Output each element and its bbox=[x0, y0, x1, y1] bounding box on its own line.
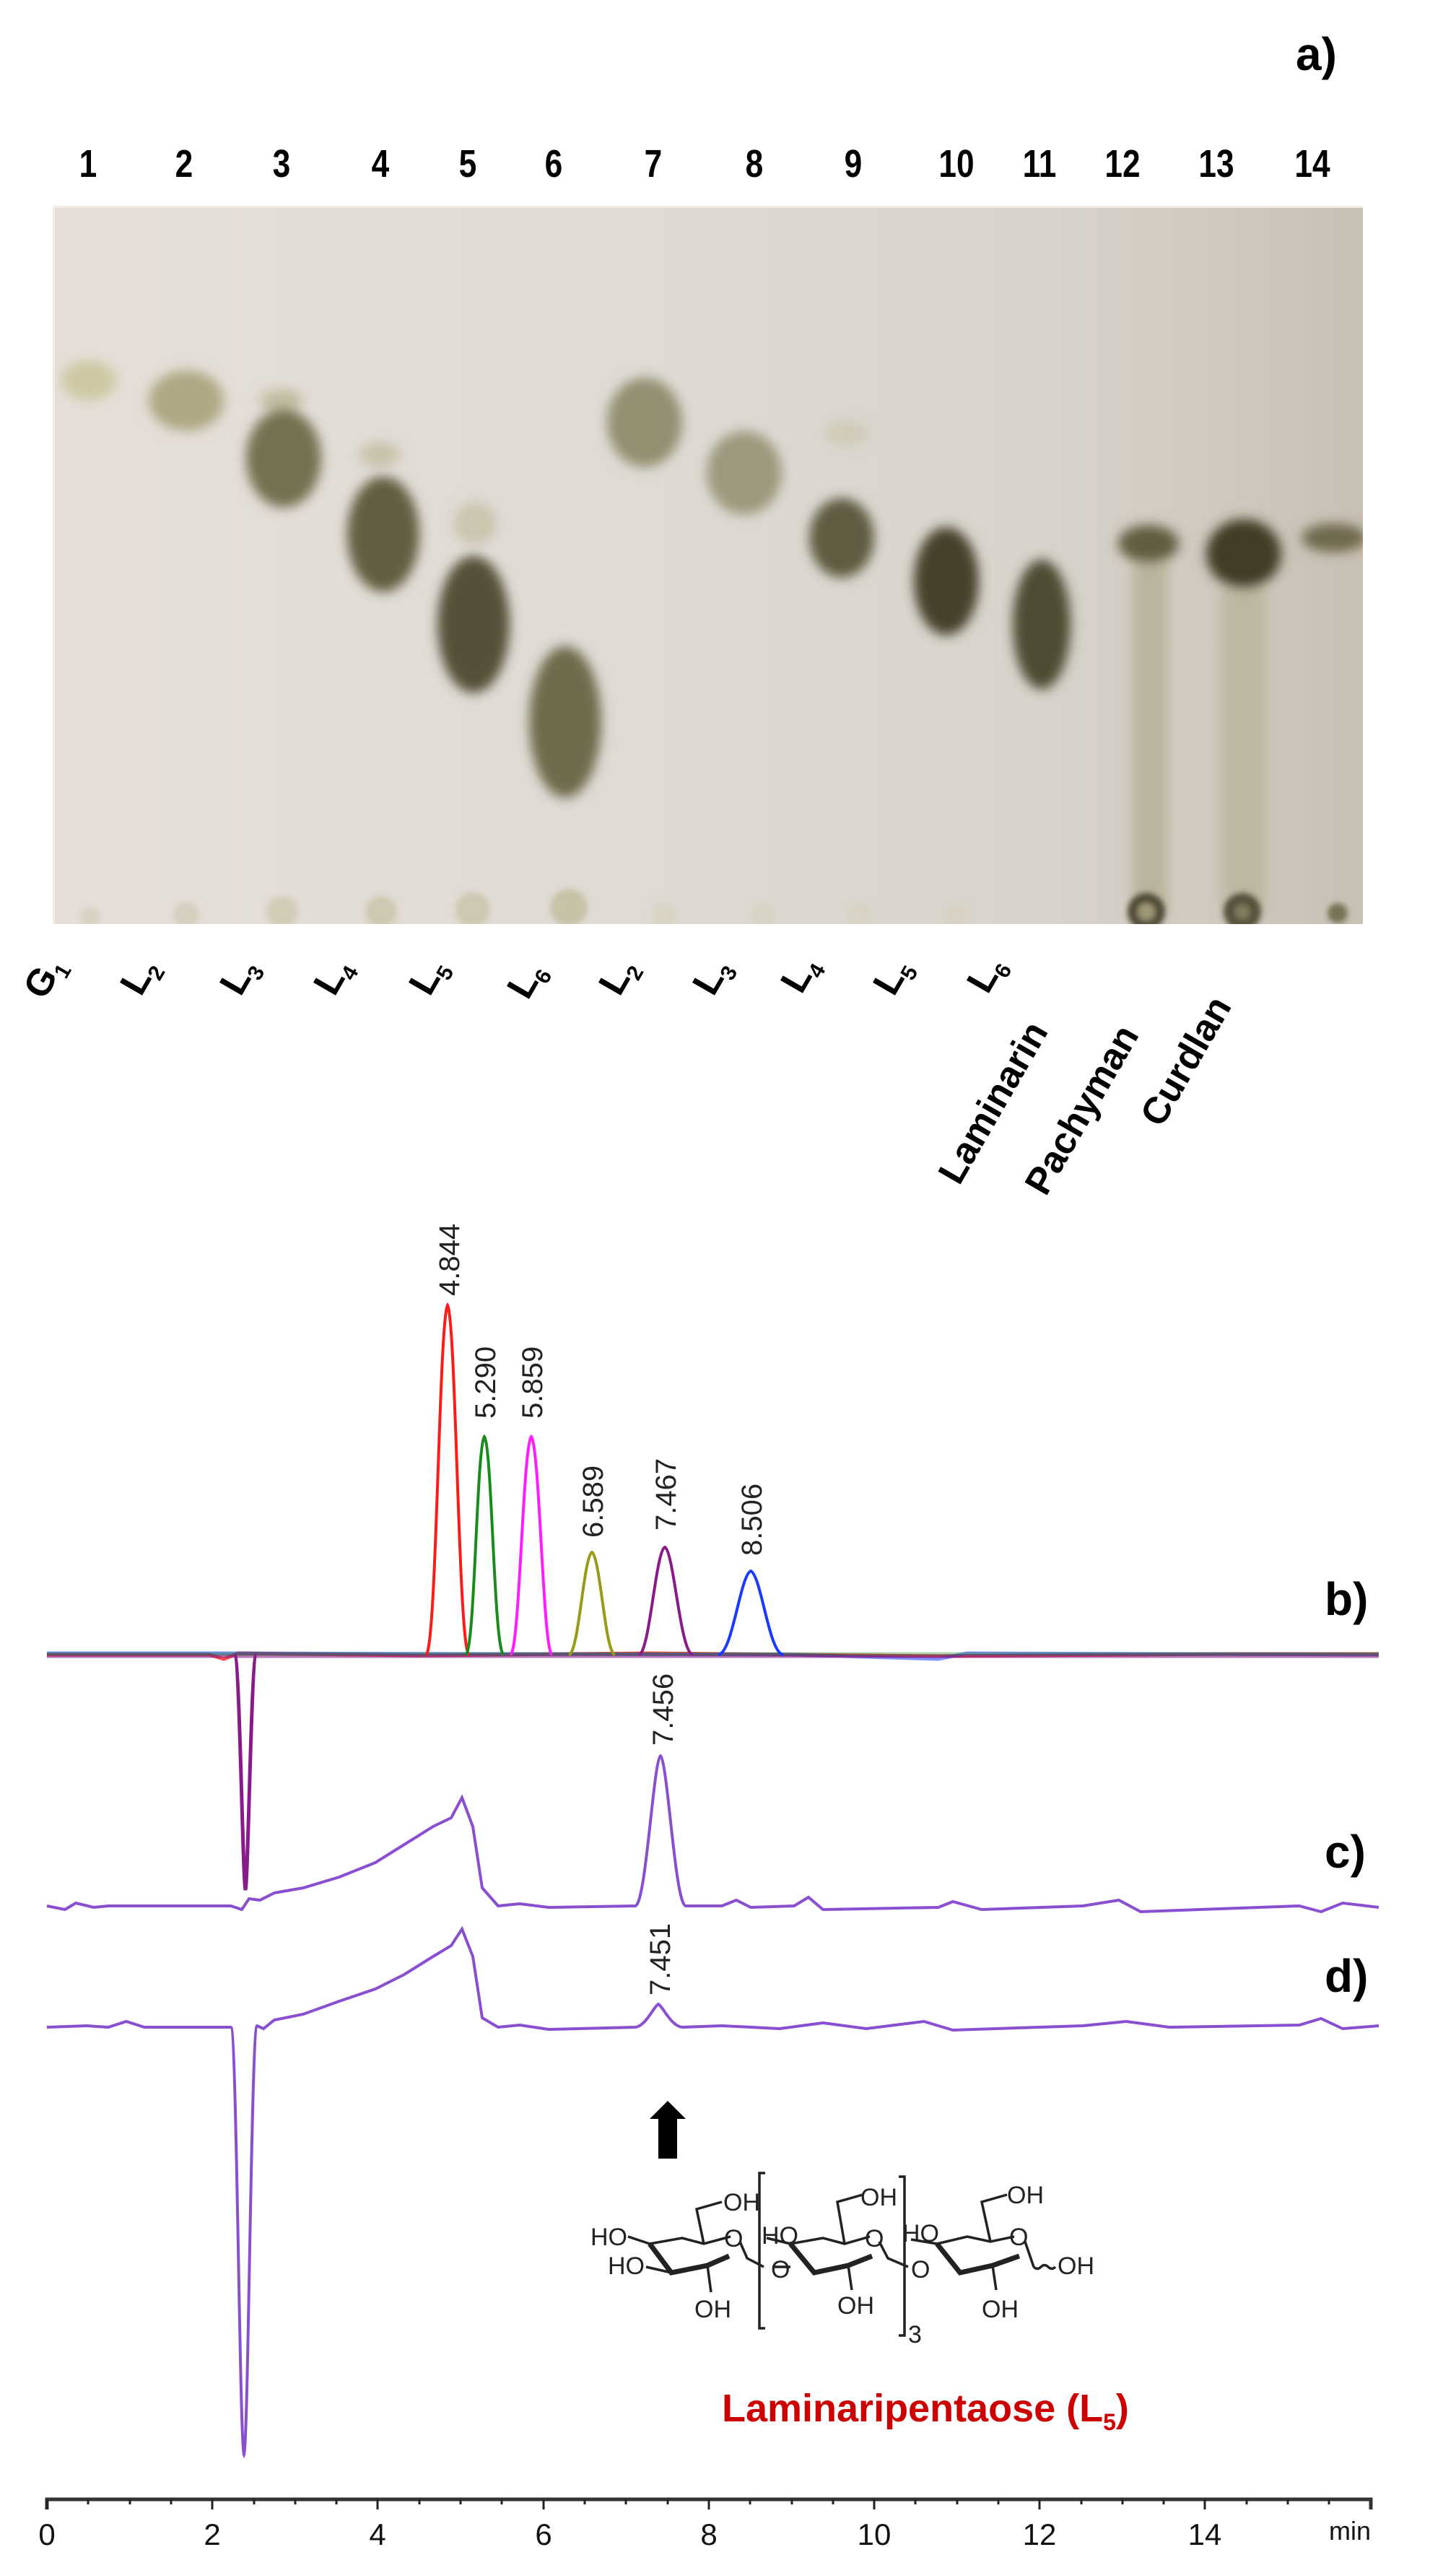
svg-text:HO: HO bbox=[590, 2224, 627, 2251]
svg-text:OH: OH bbox=[694, 2296, 731, 2323]
svg-text:O: O bbox=[724, 2225, 743, 2252]
svg-text:O: O bbox=[1009, 2224, 1028, 2251]
svg-text:HO: HO bbox=[762, 2222, 798, 2250]
arrow-up-icon bbox=[650, 2101, 686, 2159]
x-tick-label: 8 bbox=[700, 2517, 717, 2551]
lane-number: 1 bbox=[79, 142, 97, 186]
trace-b-peak-labels: 4.844 5.290 5.859 6.589 7.467 8.506 bbox=[434, 1224, 768, 1556]
peak-label-c: 7.456 bbox=[648, 1673, 679, 1746]
peak-label: 8.506 bbox=[736, 1484, 768, 1556]
svg-text:OH: OH bbox=[1007, 2182, 1044, 2209]
x-tick-label: 2 bbox=[204, 2517, 220, 2551]
lane-number: 8 bbox=[745, 142, 764, 186]
x-axis-unit: min bbox=[1329, 2516, 1371, 2546]
compound-name-text: Laminaripentaose (L bbox=[722, 2387, 1104, 2430]
panel-label-c: c) bbox=[1325, 1826, 1366, 1878]
svg-text:OH: OH bbox=[982, 2296, 1019, 2323]
svg-text:O: O bbox=[865, 2225, 884, 2252]
lane-number: 9 bbox=[844, 142, 863, 186]
panel-label-b: b) bbox=[1325, 1573, 1369, 1625]
lane-number: 2 bbox=[175, 142, 193, 186]
lane-number: 3 bbox=[272, 142, 291, 186]
svg-text:OH: OH bbox=[837, 2292, 874, 2320]
svg-text:HO: HO bbox=[902, 2220, 939, 2247]
x-tick-label: 4 bbox=[369, 2517, 385, 2551]
peak-label-d: 7.451 bbox=[645, 1923, 676, 1995]
tlc-spots bbox=[61, 360, 1363, 924]
peak-label: 5.859 bbox=[517, 1346, 549, 1419]
lane-number: 6 bbox=[544, 142, 563, 186]
peak-label: 4.844 bbox=[434, 1224, 466, 1296]
lane-number: 13 bbox=[1198, 142, 1234, 186]
svg-text:OH: OH bbox=[723, 2189, 760, 2216]
trace-c bbox=[46, 1754, 1379, 1914]
lane-number: 5 bbox=[458, 142, 477, 186]
svg-text:OH: OH bbox=[860, 2184, 897, 2211]
panel-label-a: a) bbox=[1296, 28, 1337, 80]
structure-labels: OH HO HO O OH O OH HO O OH O OH HO O OH … bbox=[590, 2182, 1094, 2348]
svg-text:O: O bbox=[771, 2256, 790, 2284]
svg-text:O: O bbox=[911, 2256, 930, 2284]
x-tick-label: 0 bbox=[38, 2517, 55, 2551]
trace-b-solvent-dip bbox=[232, 1653, 258, 1891]
x-tick-label: 6 bbox=[535, 2517, 552, 2551]
trace-b-baselines bbox=[47, 1651, 1379, 1661]
peak-label: 6.589 bbox=[577, 1466, 609, 1538]
compound-name: Laminaripentaose (L5) bbox=[722, 2386, 1129, 2436]
lane-number: 4 bbox=[371, 142, 390, 186]
trace-d bbox=[46, 1925, 1379, 2459]
peak-label: 7.467 bbox=[650, 1458, 682, 1531]
tlc-plate bbox=[53, 206, 1363, 924]
lane-number: 14 bbox=[1294, 142, 1330, 186]
x-tick-label: 14 bbox=[1188, 2517, 1222, 2551]
compound-name-end: ) bbox=[1115, 2387, 1129, 2430]
lane-number: 7 bbox=[644, 142, 663, 186]
repeat-count: 3 bbox=[908, 2321, 922, 2348]
svg-text:HO: HO bbox=[608, 2252, 645, 2280]
peak-label: 5.290 bbox=[470, 1346, 502, 1419]
x-axis: 0 2 4 6 8 10 12 14 min bbox=[38, 2497, 1373, 2551]
compound-name-sub: 5 bbox=[1103, 2408, 1116, 2435]
x-tick-label: 10 bbox=[858, 2517, 892, 2551]
panel-label-d: d) bbox=[1325, 1950, 1369, 2002]
lane-number: 11 bbox=[1022, 142, 1057, 186]
lane-number: 10 bbox=[938, 142, 975, 186]
laminaripentaose-structure bbox=[627, 2172, 1057, 2337]
x-tick-label: 12 bbox=[1023, 2517, 1057, 2551]
lane-number: 12 bbox=[1104, 142, 1141, 186]
trace-b-peaks bbox=[424, 1302, 784, 1656]
svg-text:OH: OH bbox=[1058, 2252, 1094, 2280]
